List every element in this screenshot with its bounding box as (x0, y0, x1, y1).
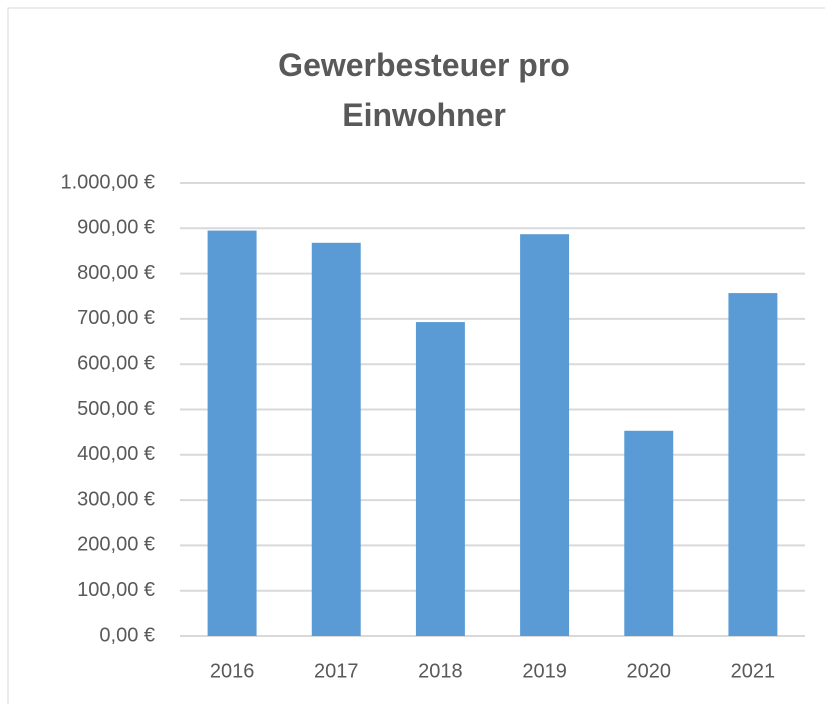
y-tick-label: 1.000,00 € (60, 171, 155, 193)
x-tick-label: 2021 (731, 660, 776, 682)
y-tick-label: 400,00 € (77, 443, 155, 465)
y-tick-label: 700,00 € (77, 307, 155, 329)
bar (311, 242, 361, 636)
x-tick-label: 2019 (522, 660, 567, 682)
chart-border (7, 7, 825, 704)
bar (207, 230, 257, 636)
y-tick-label: 600,00 € (77, 352, 155, 374)
x-tick-label: 2017 (314, 660, 359, 682)
x-tick-label: 2016 (210, 660, 255, 682)
bar (624, 430, 674, 636)
x-tick-label: 2020 (627, 660, 672, 682)
bar (415, 322, 465, 636)
bar (728, 293, 778, 636)
y-tick-label: 900,00 € (77, 217, 155, 239)
y-tick-label: 100,00 € (77, 579, 155, 601)
y-tick-label: 500,00 € (77, 398, 155, 420)
chart-title: Gewerbesteuer pro Einwohner (278, 47, 570, 133)
y-tick-label: 800,00 € (77, 262, 155, 284)
y-tick-label: 200,00 € (77, 534, 155, 556)
y-tick-label: 300,00 € (77, 488, 155, 510)
y-tick-label: 0,00 € (99, 624, 155, 646)
x-tick-label: 2018 (418, 660, 463, 682)
bar (520, 234, 570, 636)
